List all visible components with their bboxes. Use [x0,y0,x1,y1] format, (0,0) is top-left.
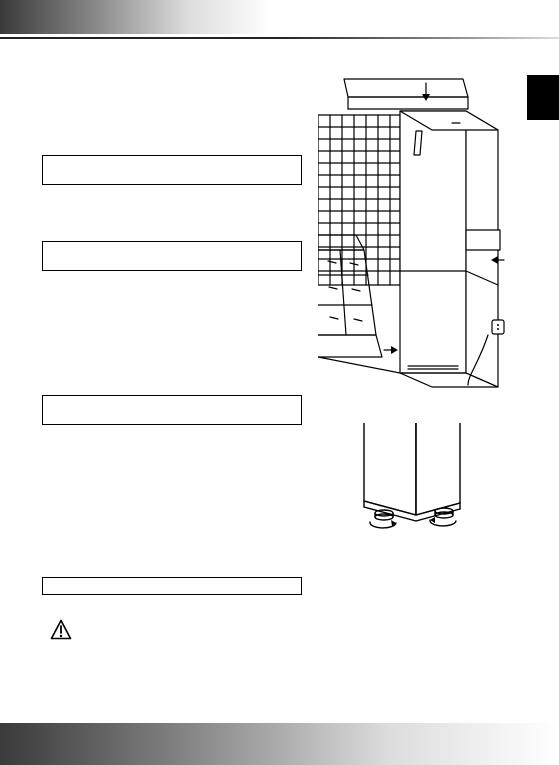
chapter-tab [527,75,559,120]
figure-fridge-in-kitchen [318,75,510,400]
section-box-2 [42,241,302,271]
section-box-3 [42,395,302,425]
bottom-gradient-bar [0,723,559,765]
page-root [0,0,559,765]
top-gradient-bar [0,0,270,34]
warning-triangle-icon [50,619,72,641]
section-box-1 [42,155,302,185]
top-rule [0,37,559,39]
section-box-4 [42,577,302,595]
figure-leveling-feet [358,423,466,531]
